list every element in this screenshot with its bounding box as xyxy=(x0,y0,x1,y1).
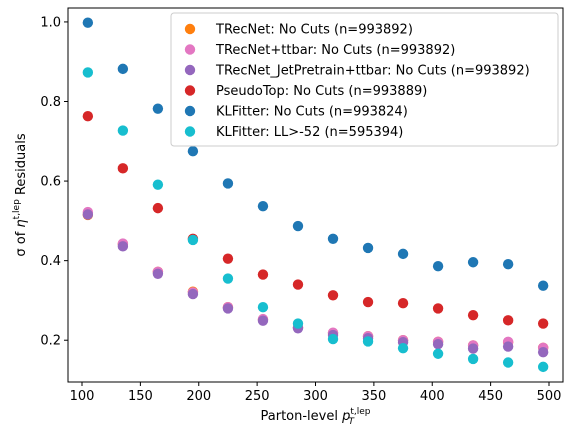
data-point-series-4 xyxy=(537,318,549,329)
data-point-series-6 xyxy=(502,357,514,368)
data-point-series-6 xyxy=(537,361,549,373)
data-point-series-3 xyxy=(117,241,129,252)
data-point-series-5 xyxy=(467,257,479,268)
x-tick-label: 150 xyxy=(128,389,153,404)
y-tick-label: 0.2 xyxy=(40,334,61,349)
points-layer xyxy=(82,17,549,373)
data-point-series-3 xyxy=(257,315,269,326)
legend: TRecNet: No Cuts (n=993892) TRecNet+ttbar… xyxy=(170,12,559,147)
legend-entry-label: TRecNet+ttbar: No Cuts (n=993892) xyxy=(215,43,455,58)
data-point-series-3 xyxy=(502,341,514,352)
data-point-series-5 xyxy=(152,103,164,114)
data-point-series-5 xyxy=(502,259,514,270)
data-point-series-5 xyxy=(187,146,199,157)
y-axis-label: σ of ηt,lep Residuals xyxy=(12,133,29,256)
data-point-series-6 xyxy=(82,67,94,78)
y-tick-label: 1.0 xyxy=(40,15,61,30)
data-point-series-6 xyxy=(362,336,374,347)
data-point-series-4 xyxy=(327,290,339,301)
data-point-series-4 xyxy=(257,269,269,280)
data-point-series-4 xyxy=(152,202,164,214)
ticks-layer: 100 150 200 250 300 350 400 450 500 0.2 0.4 0.6 0.8 1… xyxy=(40,15,561,404)
x-tick-label: 350 xyxy=(361,389,386,404)
y-tick-label: 0.8 xyxy=(40,95,61,110)
data-point-series-4 xyxy=(432,303,444,314)
y-tick-label: 0.4 xyxy=(40,254,61,269)
x-tick-label: 100 xyxy=(70,389,95,404)
legend-entry-label: KLFitter: LL>-52 (n=595394) xyxy=(216,125,403,140)
data-point-series-5 xyxy=(292,220,304,232)
legend-marker xyxy=(184,85,196,96)
data-point-series-3 xyxy=(222,303,234,314)
data-point-series-4 xyxy=(222,253,234,264)
x-tick-label: 200 xyxy=(186,389,211,404)
legend-entry-label: TRecNet: No Cuts (n=993892) xyxy=(215,23,413,38)
data-point-series-5 xyxy=(82,17,94,28)
data-point-series-5 xyxy=(117,63,129,75)
data-point-series-4 xyxy=(467,309,479,321)
data-point-series-4 xyxy=(362,296,374,308)
y-tick-label: 0.6 xyxy=(40,175,61,190)
x-tick-label: 250 xyxy=(245,389,270,404)
data-point-series-6 xyxy=(117,125,129,136)
x-axis-label: Parton-level pt,lep T xyxy=(261,407,371,427)
x-tick-label: 400 xyxy=(420,389,445,404)
legend-marker xyxy=(184,126,196,137)
data-point-series-6 xyxy=(187,234,199,246)
legend-marker xyxy=(184,105,196,117)
legend-entry-label: TRecNet_JetPretrain+ttbar: No Cuts (n=99… xyxy=(215,64,530,79)
legend-marker xyxy=(184,23,196,35)
data-point-series-5 xyxy=(537,280,549,291)
data-point-series-6 xyxy=(432,348,444,359)
data-point-series-3 xyxy=(467,343,479,354)
data-point-series-5 xyxy=(362,242,374,254)
legend-entry-label: PseudoTop: No Cuts (n=993889) xyxy=(216,84,427,99)
data-point-series-3 xyxy=(82,209,94,220)
data-point-series-3 xyxy=(432,339,444,350)
data-point-series-3 xyxy=(187,288,199,300)
data-point-series-6 xyxy=(397,342,409,354)
x-tick-label: 300 xyxy=(303,389,328,404)
data-point-series-5 xyxy=(222,178,234,189)
data-point-series-6 xyxy=(152,179,164,190)
x-tick-label: 500 xyxy=(537,389,562,404)
legend-marker xyxy=(184,44,196,55)
data-point-series-5 xyxy=(257,200,269,212)
plot-frame xyxy=(67,7,564,383)
legend-entry-label: KLFitter: No Cuts (n=993824) xyxy=(216,105,408,120)
x-tick-label: 450 xyxy=(478,389,503,404)
data-point-series-4 xyxy=(292,279,304,290)
legend-marker xyxy=(184,64,196,76)
data-point-series-4 xyxy=(82,111,94,122)
data-point-series-6 xyxy=(292,318,304,329)
data-point-series-4 xyxy=(397,298,409,309)
data-point-series-6 xyxy=(467,353,479,365)
data-point-series-5 xyxy=(397,248,409,260)
data-point-series-5 xyxy=(432,261,444,272)
data-point-series-6 xyxy=(222,273,234,284)
data-point-series-6 xyxy=(257,302,269,313)
data-point-series-3 xyxy=(152,268,164,279)
data-point-series-6 xyxy=(327,333,339,345)
data-point-series-5 xyxy=(327,233,339,244)
data-point-series-4 xyxy=(502,315,514,326)
legend-box xyxy=(170,12,559,147)
data-point-series-3 xyxy=(537,346,549,358)
data-point-series-4 xyxy=(117,163,129,174)
